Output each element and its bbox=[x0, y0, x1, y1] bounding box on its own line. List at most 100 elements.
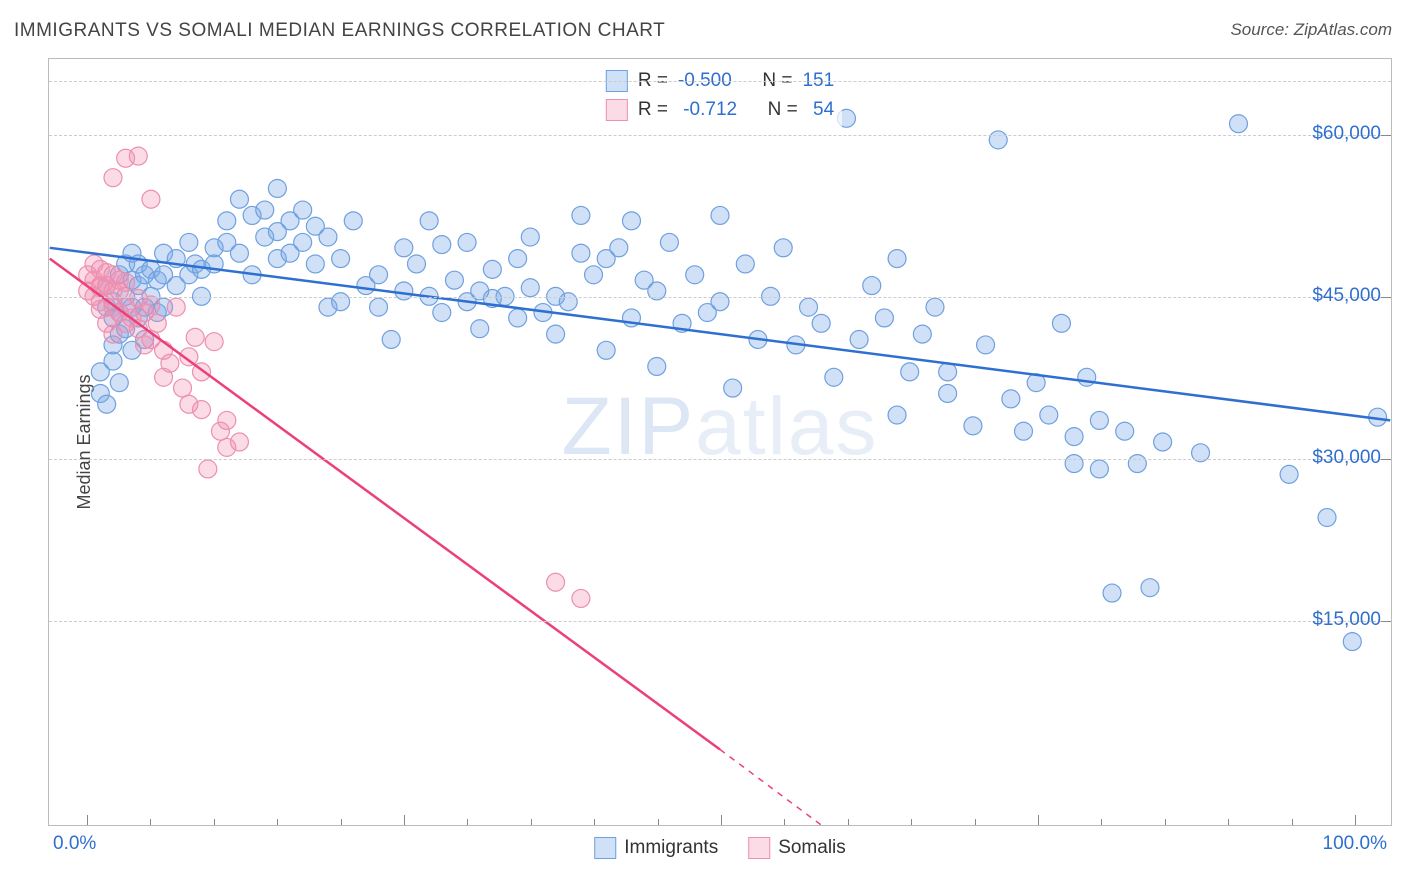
data-point bbox=[445, 271, 463, 289]
data-point bbox=[370, 298, 388, 316]
data-point bbox=[1090, 411, 1108, 429]
x-tick-mark bbox=[1101, 819, 1102, 825]
data-point bbox=[174, 379, 192, 397]
data-point bbox=[483, 260, 501, 278]
data-point bbox=[471, 320, 489, 338]
x-tick-mark bbox=[911, 819, 912, 825]
swatch-somalis bbox=[606, 99, 628, 121]
y-tick-label: $60,000 bbox=[1312, 123, 1381, 145]
data-point bbox=[1280, 465, 1298, 483]
data-point bbox=[1078, 368, 1096, 386]
data-point bbox=[142, 190, 160, 208]
data-point bbox=[509, 250, 527, 268]
data-point bbox=[989, 131, 1007, 149]
r-label: R = bbox=[638, 96, 668, 125]
source-attribution: Source: ZipAtlas.com bbox=[1230, 20, 1392, 40]
data-point bbox=[104, 169, 122, 187]
data-point bbox=[382, 331, 400, 349]
gridline bbox=[49, 81, 1391, 82]
x-tick-min: 0.0% bbox=[53, 833, 96, 855]
legend-item-somalis: Somalis bbox=[748, 837, 846, 859]
data-point bbox=[1154, 433, 1172, 451]
data-point bbox=[926, 298, 944, 316]
data-point bbox=[711, 206, 729, 224]
gridline bbox=[49, 297, 1391, 298]
data-point bbox=[167, 298, 185, 316]
x-tick-mark bbox=[1292, 819, 1293, 825]
data-point bbox=[800, 298, 818, 316]
data-point bbox=[863, 277, 881, 295]
data-point bbox=[294, 201, 312, 219]
data-point bbox=[186, 328, 204, 346]
x-tick-mark bbox=[975, 819, 976, 825]
data-point bbox=[148, 314, 166, 332]
data-point bbox=[964, 417, 982, 435]
x-tick-mark bbox=[150, 819, 151, 825]
data-point bbox=[521, 228, 539, 246]
data-point bbox=[1090, 460, 1108, 478]
y-tick-label: $45,000 bbox=[1312, 285, 1381, 307]
data-point bbox=[572, 244, 590, 262]
data-point bbox=[572, 206, 590, 224]
chart-svg bbox=[49, 59, 1391, 825]
data-point bbox=[129, 147, 147, 165]
x-tick-mark bbox=[1355, 815, 1356, 825]
data-point bbox=[888, 406, 906, 424]
data-point bbox=[850, 331, 868, 349]
data-point bbox=[117, 273, 135, 291]
x-tick-mark bbox=[531, 819, 532, 825]
x-tick-mark bbox=[467, 819, 468, 825]
data-point bbox=[648, 358, 666, 376]
data-point bbox=[98, 395, 116, 413]
data-point bbox=[875, 309, 893, 327]
correlation-legend: R = -0.500 N = 151 R = -0.712 N = 54 bbox=[598, 63, 842, 128]
data-point bbox=[268, 179, 286, 197]
data-point bbox=[110, 374, 128, 392]
data-point bbox=[193, 401, 211, 419]
data-point bbox=[559, 293, 577, 311]
data-point bbox=[433, 304, 451, 322]
data-point bbox=[230, 433, 248, 451]
data-point bbox=[1015, 422, 1033, 440]
data-point bbox=[294, 233, 312, 251]
y-tick-mark bbox=[1381, 621, 1391, 622]
swatch-somalis-bottom bbox=[748, 837, 770, 859]
data-point bbox=[1128, 455, 1146, 473]
x-tick-mark bbox=[721, 815, 722, 825]
data-point bbox=[939, 363, 957, 381]
data-point bbox=[344, 212, 362, 230]
gridline bbox=[49, 621, 1391, 622]
data-point bbox=[306, 255, 324, 273]
data-point bbox=[142, 296, 160, 314]
x-tick-mark bbox=[784, 819, 785, 825]
data-point bbox=[913, 325, 931, 343]
data-point bbox=[395, 239, 413, 257]
data-point bbox=[1141, 579, 1159, 597]
data-point bbox=[218, 411, 236, 429]
data-point bbox=[901, 363, 919, 381]
data-point bbox=[1230, 115, 1248, 133]
data-point bbox=[370, 266, 388, 284]
data-point bbox=[1040, 406, 1058, 424]
y-tick-mark bbox=[1381, 135, 1391, 136]
data-point bbox=[825, 368, 843, 386]
y-tick-label: $15,000 bbox=[1312, 609, 1381, 631]
series-legend: Immigrants Somalis bbox=[594, 837, 846, 859]
data-point bbox=[161, 354, 179, 372]
correlation-row-somalis: R = -0.712 N = 54 bbox=[606, 96, 834, 125]
data-point bbox=[547, 325, 565, 343]
gridline bbox=[49, 135, 1391, 136]
trend-line-ext bbox=[720, 749, 821, 825]
data-point bbox=[104, 352, 122, 370]
x-tick-mark bbox=[658, 819, 659, 825]
data-point bbox=[736, 255, 754, 273]
data-point bbox=[686, 266, 704, 284]
x-tick-mark bbox=[87, 815, 88, 825]
data-point bbox=[230, 190, 248, 208]
data-point bbox=[1052, 314, 1070, 332]
x-tick-max: 100.0% bbox=[1323, 833, 1387, 855]
r-value-somalis: -0.712 bbox=[678, 96, 737, 125]
n-label: N = bbox=[768, 96, 798, 125]
data-point bbox=[521, 279, 539, 297]
x-tick-mark bbox=[1038, 815, 1039, 825]
